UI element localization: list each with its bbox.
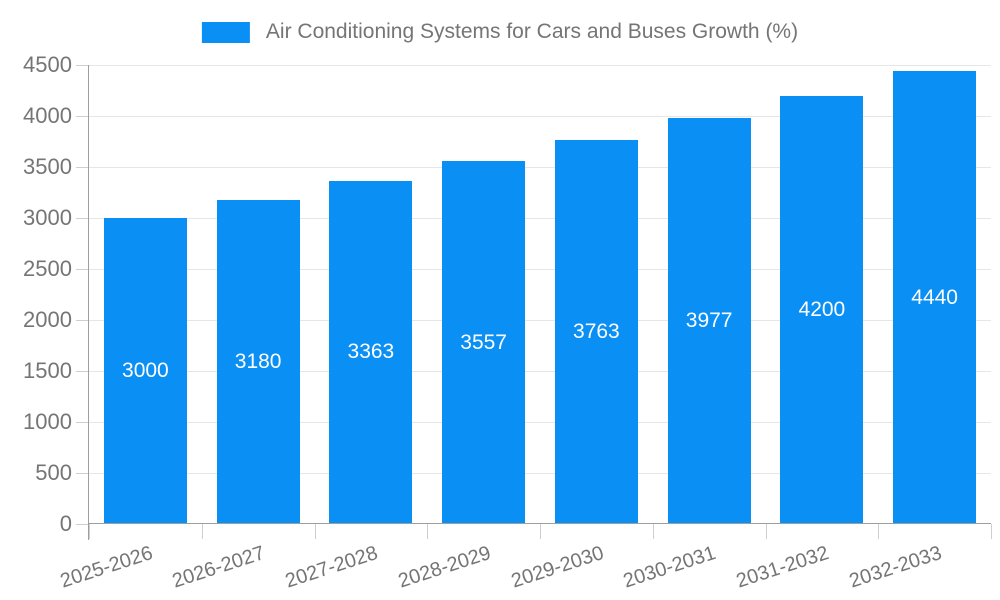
bar-value-label: 3180 (234, 349, 282, 373)
x-tick (540, 524, 541, 539)
bar: 3557 (442, 161, 526, 524)
x-tick (427, 524, 429, 539)
y-tick (76, 473, 88, 474)
bar-value-label: 3557 (460, 330, 507, 354)
gridline (89, 421, 991, 423)
x-tick (314, 524, 316, 539)
x-tick (652, 524, 654, 539)
y-tick (76, 167, 88, 168)
legend-swatch (201, 21, 250, 43)
x-tick-label: 2027-2028 (282, 542, 381, 593)
y-tick (76, 65, 88, 66)
x-tick-label: 2026-2027 (170, 542, 268, 593)
bar-value-label: 3763 (573, 320, 620, 344)
y-tick (76, 371, 88, 372)
gridline (89, 319, 991, 321)
x-axis-line (89, 523, 991, 524)
y-tick (76, 116, 88, 117)
legend-label: Air Conditioning Systems for Cars and Bu… (265, 20, 799, 43)
gridline (89, 268, 991, 270)
gridline (89, 115, 991, 117)
bar-value-label: 3363 (347, 340, 395, 364)
y-tick (76, 269, 88, 270)
y-tick-label: 2000 (23, 307, 72, 332)
y-tick-label: 3500 (23, 154, 72, 179)
gridline (89, 217, 991, 219)
y-tick (76, 218, 88, 219)
bar: 3180 (216, 199, 300, 524)
bar-value-label: 3977 (685, 309, 733, 333)
bar: 3363 (329, 180, 413, 524)
bar-value-label: 3000 (122, 359, 169, 382)
plot-area: 3000 3180 3363 3557 3763 3977 4200 4440 (89, 64, 991, 524)
y-tick-label: 1500 (23, 358, 72, 383)
x-tick (878, 524, 880, 539)
bar: 3000 (103, 218, 187, 524)
y-tick-label: 1000 (23, 409, 72, 434)
y-axis-line (88, 65, 89, 540)
x-tick (991, 524, 992, 539)
x-tick-label: 2029-2030 (508, 542, 607, 593)
bar: 3977 (667, 118, 751, 524)
x-tick (89, 524, 90, 539)
y-tick (76, 422, 88, 423)
gridline (89, 472, 991, 474)
bar-value-label: 4200 (798, 297, 846, 321)
x-tick-label: 2031-2032 (733, 542, 832, 593)
x-tick-label: 2025-2026 (57, 542, 156, 593)
y-tick-label: 3000 (23, 205, 72, 230)
gridline (89, 370, 991, 372)
y-tick-label: 2500 (23, 256, 72, 281)
legend: Air Conditioning Systems for Cars and Bu… (201, 20, 799, 44)
x-tick (765, 524, 767, 539)
y-tick-label: 4500 (23, 52, 72, 77)
y-tick (76, 524, 88, 525)
x-tick-label: 2030-2031 (621, 542, 719, 593)
gridline (89, 64, 991, 66)
y-tick-label: 500 (35, 460, 72, 485)
y-tick-label: 4000 (23, 103, 72, 128)
y-tick (76, 320, 88, 321)
bar: 4200 (780, 95, 864, 524)
x-tick (201, 524, 203, 539)
bar: 4440 (893, 71, 977, 524)
y-tick-label: 0 (59, 511, 72, 536)
gridline (89, 166, 991, 168)
x-tick-label: 2032-2033 (846, 542, 945, 593)
bar: 3763 (554, 140, 638, 524)
bar-value-label: 4440 (911, 285, 958, 309)
x-tick-label: 2028-2029 (395, 542, 494, 593)
